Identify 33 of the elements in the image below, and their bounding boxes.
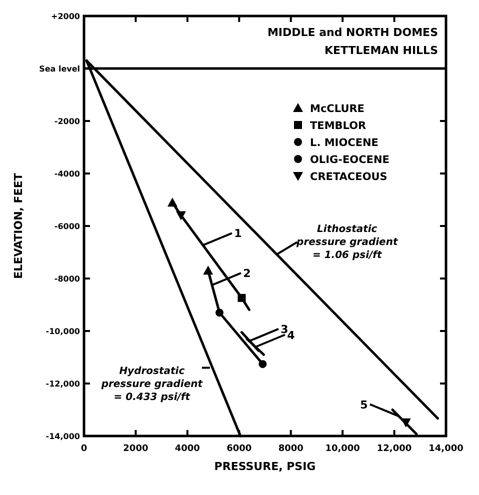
y-tick-label: -10,000 <box>46 327 80 336</box>
y-tick-label: -8000 <box>54 274 80 284</box>
y-tick-label: -12,000 <box>46 380 80 388</box>
x-tick-label: 12,000 <box>376 444 412 454</box>
legend-label: TEMBLOR <box>310 120 366 132</box>
x-tick-label: 2000 <box>123 444 148 454</box>
y-tick-label: -2000 <box>54 117 80 126</box>
text: KETTLEMAN HILLS <box>324 44 438 57</box>
x-tick-label: 8000 <box>278 444 304 454</box>
legend-label: OLIG-EOCENE <box>310 154 390 166</box>
x-tick-label: 6000 <box>226 444 252 454</box>
y-tick-label: -6000 <box>54 222 80 231</box>
x-tick-label: 14,000 <box>428 444 464 454</box>
annotation: 1 <box>234 227 242 240</box>
y-axis-title: ELEVATION, FEET <box>12 172 25 279</box>
annotation: Lithostatic pressure gradient = 1.06 psi/ft <box>296 224 399 262</box>
annotation: 2 <box>243 267 251 280</box>
x-tick-label: 0 <box>80 444 88 454</box>
x-tick-label: 10,000 <box>325 444 360 454</box>
y-tick-label: -4000 <box>54 170 80 178</box>
text: MIDDLE and NORTH DOMES <box>267 26 438 39</box>
x-axis-title: PRESSURE, PSIG <box>214 460 316 473</box>
y-tick-label: Sea level <box>39 64 80 74</box>
annotation: 3 <box>280 322 288 336</box>
legend-label: L. MIOCENE <box>310 137 378 149</box>
x-tick-label: 4000 <box>174 444 200 454</box>
annotation: 4 <box>287 328 296 342</box>
annotation: 5 <box>360 398 368 412</box>
y-tick-label: +2000 <box>51 12 80 21</box>
annotation: Hydrostatic pressure gradient = 0.433 psi/ft <box>100 366 204 403</box>
legend-label: CRETACEOUS <box>310 171 388 183</box>
y-tick-label: -14,000 <box>46 432 80 441</box>
legend-label: McCLURE <box>310 103 364 115</box>
